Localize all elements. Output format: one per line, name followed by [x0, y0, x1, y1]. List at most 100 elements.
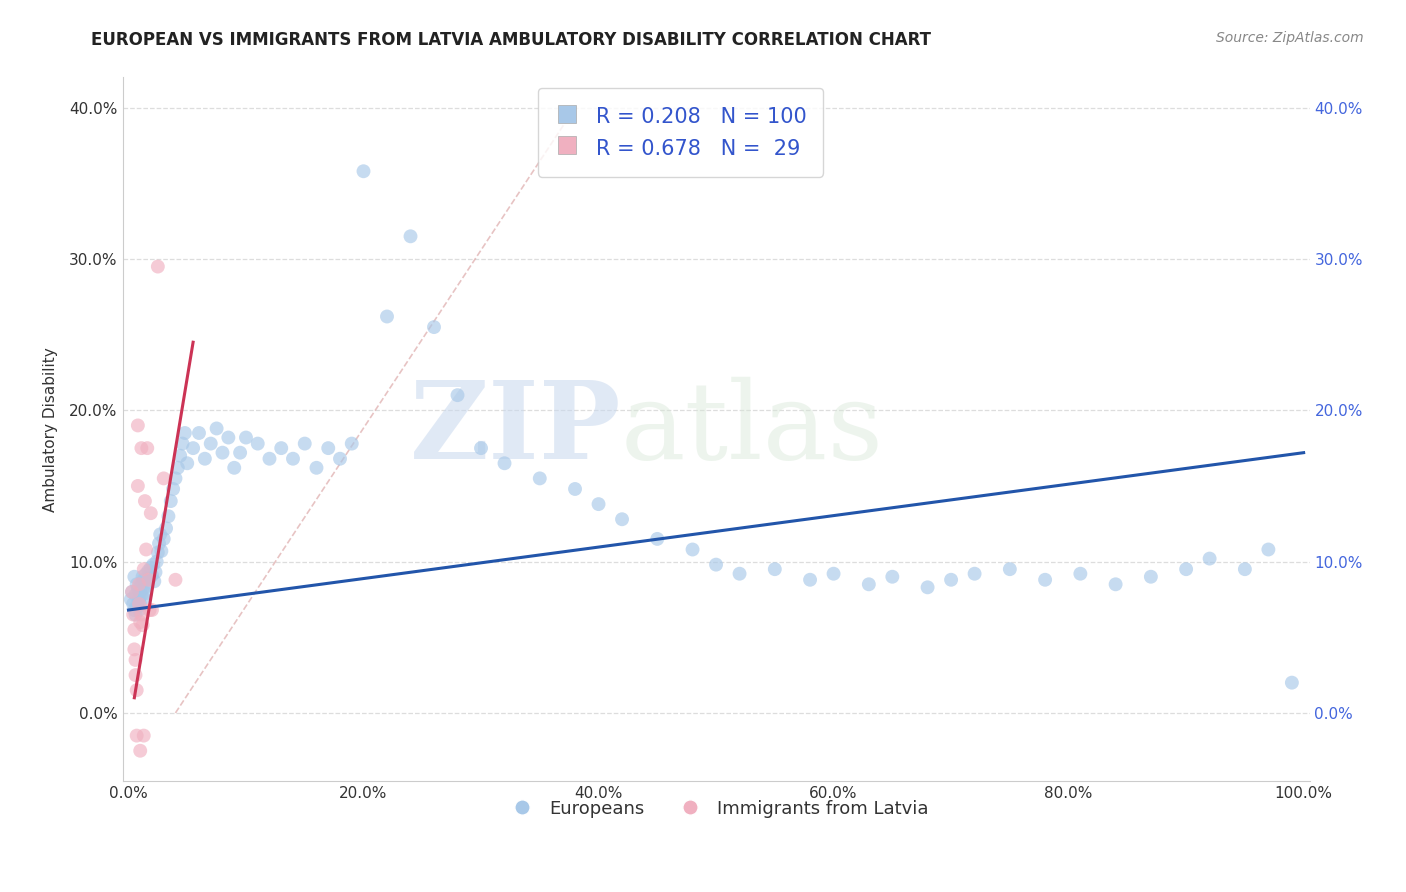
Point [122, 607, 145, 622]
Point [882, 570, 904, 584]
Point [645, 532, 668, 546]
Point [728, 566, 751, 581]
Point [128, 597, 150, 611]
Point [564, 482, 586, 496]
Point [188, 425, 211, 440]
Point [124, 642, 146, 657]
Point [129, 585, 152, 599]
Point [125, 683, 148, 698]
Point [763, 562, 786, 576]
Point [124, 653, 146, 667]
Point [132, 562, 155, 576]
Point [145, 555, 167, 569]
Point [1033, 573, 1056, 587]
Point [353, 164, 375, 178]
Point [124, 588, 146, 602]
Point [150, 544, 173, 558]
Point [155, 521, 177, 535]
Point [143, 574, 166, 589]
Point [125, 729, 148, 743]
Point [138, 573, 160, 587]
Point [176, 456, 198, 470]
Point [172, 436, 194, 450]
Y-axis label: Ambulatory Disability: Ambulatory Disability [44, 347, 58, 512]
Point [165, 573, 187, 587]
Point [1198, 551, 1220, 566]
Point [127, 582, 149, 596]
Point [998, 562, 1021, 576]
Point [294, 436, 316, 450]
Point [136, 441, 159, 455]
Legend: Europeans, Immigrants from Latvia: Europeans, Immigrants from Latvia [496, 792, 935, 825]
Point [131, 582, 153, 596]
Point [152, 471, 174, 485]
Point [129, 744, 152, 758]
Point [121, 585, 143, 599]
Point [131, 607, 153, 622]
Point [704, 558, 727, 572]
Point [165, 471, 187, 485]
Point [588, 497, 610, 511]
Point [917, 580, 939, 594]
Point [340, 436, 363, 450]
Point [146, 260, 169, 274]
Point [128, 577, 150, 591]
Point [270, 441, 292, 455]
Point [194, 451, 217, 466]
Point [139, 560, 162, 574]
Point [125, 577, 148, 591]
Point [124, 570, 146, 584]
Text: atlas: atlas [621, 376, 884, 482]
Point [127, 599, 149, 614]
Point [235, 431, 257, 445]
Point [131, 570, 153, 584]
Point [799, 573, 821, 587]
Point [281, 451, 304, 466]
Point [423, 320, 446, 334]
Point [316, 441, 339, 455]
Point [132, 573, 155, 587]
Point [141, 603, 163, 617]
Point [1104, 577, 1126, 591]
Point [157, 509, 180, 524]
Point [823, 566, 845, 581]
Point [132, 729, 155, 743]
Point [205, 421, 228, 435]
Point [181, 441, 204, 455]
Point [224, 460, 246, 475]
Point [173, 425, 195, 440]
Point [132, 591, 155, 605]
Point [246, 436, 269, 450]
Point [162, 482, 184, 496]
Point [494, 456, 516, 470]
Point [329, 451, 352, 466]
Point [470, 441, 492, 455]
Point [127, 418, 149, 433]
Point [1175, 562, 1198, 576]
Point [141, 568, 163, 582]
Point [152, 532, 174, 546]
Point [131, 588, 153, 602]
Point [124, 607, 146, 622]
Point [135, 542, 157, 557]
Text: ZIP: ZIP [409, 376, 621, 483]
Point [127, 479, 149, 493]
Point [136, 575, 159, 590]
Point [200, 436, 222, 450]
Point [1140, 570, 1163, 584]
Point [1069, 566, 1091, 581]
Point [169, 449, 191, 463]
Point [131, 618, 153, 632]
Point [939, 573, 962, 587]
Point [259, 451, 281, 466]
Point [399, 229, 422, 244]
Point [166, 460, 188, 475]
Point [139, 506, 162, 520]
Point [446, 388, 468, 402]
Point [120, 592, 142, 607]
Point [1257, 542, 1279, 557]
Point [125, 599, 148, 613]
Point [131, 577, 153, 591]
Point [129, 615, 152, 629]
Point [134, 580, 156, 594]
